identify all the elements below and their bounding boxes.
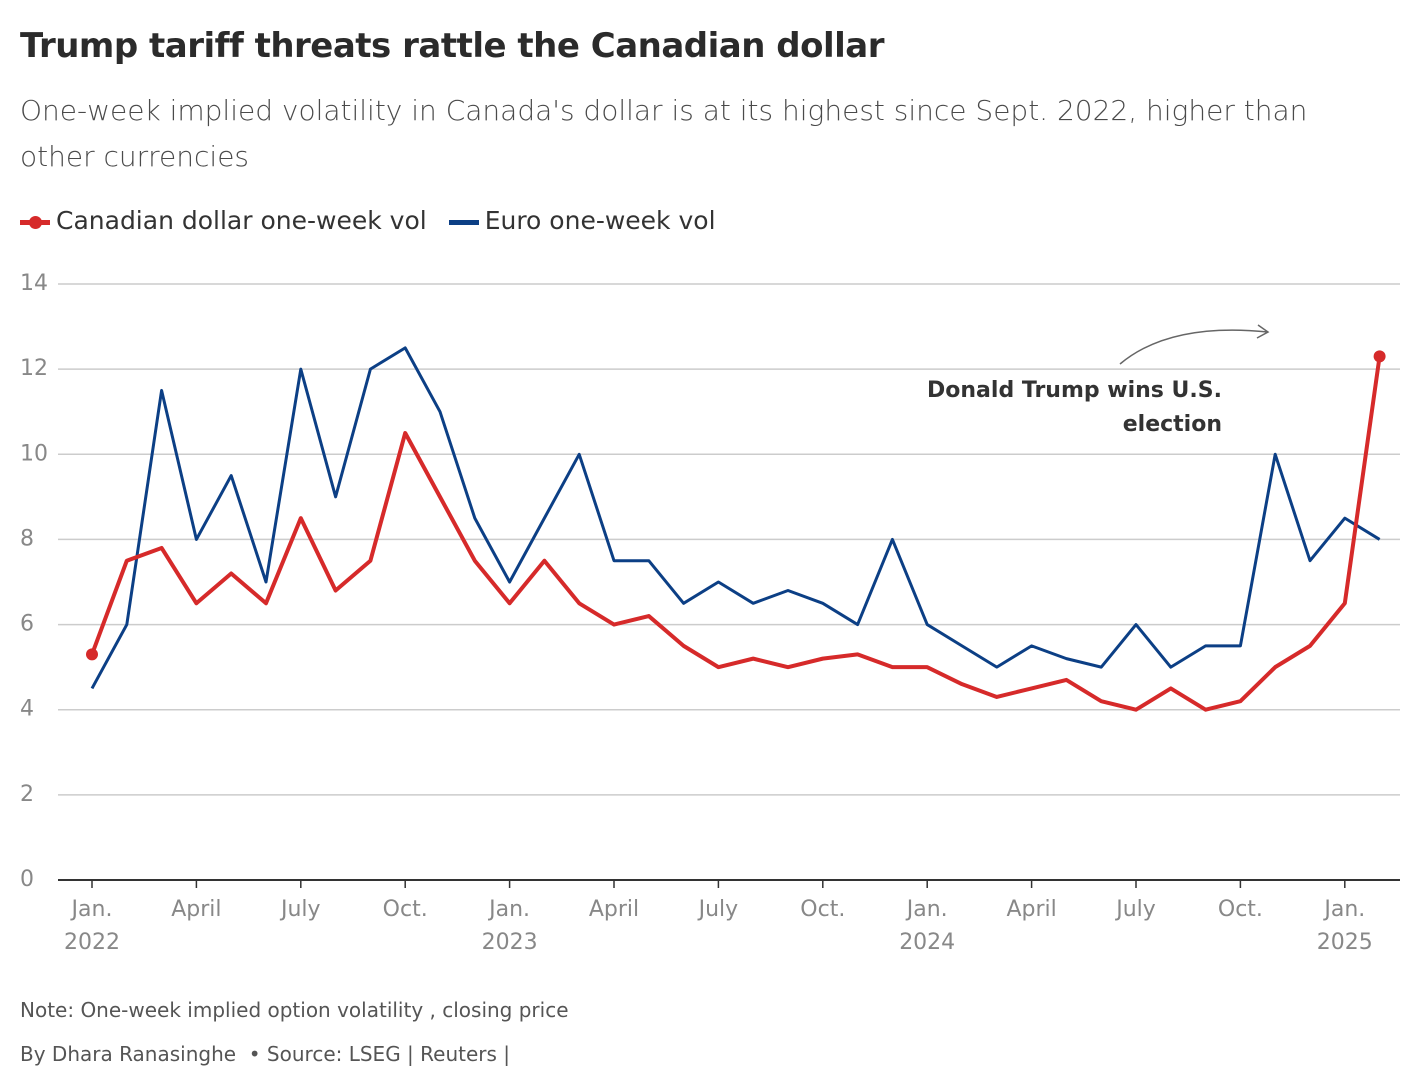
legend: Canadian dollar one-week vol Euro one-we… <box>20 206 716 235</box>
x-tick-year: 2025 <box>1317 930 1373 955</box>
legend-item: Canadian dollar one-week vol <box>20 206 427 235</box>
x-tick-label: April <box>1006 897 1056 922</box>
legend-dot <box>29 215 42 229</box>
x-tick-label: Jan. <box>905 897 948 922</box>
end-dot <box>86 648 98 661</box>
x-tick-year: 2024 <box>899 930 955 955</box>
legend-item: Euro one-week vol <box>448 206 716 235</box>
x-tick-label: April <box>589 897 639 922</box>
x-tick-label: Oct. <box>1218 897 1263 922</box>
y-tick-label: 6 <box>20 612 34 637</box>
arrow-head <box>1256 324 1270 339</box>
y-tick-label: 4 <box>20 697 34 722</box>
x-tick-label: April <box>171 897 221 922</box>
footer: By Dhara Ranasinghe • Source: LSEG | Reu… <box>20 1042 510 1066</box>
chart-subtitle: One-week implied volatility in Canada's … <box>20 94 1308 173</box>
x-tick-label: July <box>1114 897 1156 922</box>
y-tick-label: 14 <box>20 271 48 296</box>
x-tick-year: 2022 <box>64 930 120 955</box>
y-tick-label: 8 <box>20 526 34 551</box>
x-tick-label: Jan. <box>487 897 530 922</box>
annotation-arrow <box>1119 329 1269 365</box>
legend-label: Canadian dollar one-week vol <box>56 206 427 235</box>
legend-label: Euro one-week vol <box>484 206 716 235</box>
x-tick-label: Oct. <box>800 897 845 922</box>
annotation: Donald Trump wins U.S. election <box>927 378 1222 437</box>
x-tick-year: 2023 <box>482 930 538 955</box>
y-tick-label: 0 <box>20 867 34 892</box>
legend-swatch <box>448 219 479 225</box>
x-tick-label: Oct. <box>383 897 428 922</box>
x-tick-label: Jan. <box>70 897 113 922</box>
series-line <box>90 356 1382 712</box>
y-tick-label: 2 <box>20 782 34 807</box>
series-line <box>90 346 1381 690</box>
x-tick-label: July <box>697 897 739 922</box>
source: • Source: LSEG | Reuters | <box>248 1042 511 1066</box>
chart-title: Trump tariff threats rattle the Canadian… <box>20 26 885 66</box>
byline: By Dhara Ranasinghe <box>20 1042 237 1066</box>
x-tick-label: July <box>279 897 321 922</box>
y-tick-label: 10 <box>20 441 48 466</box>
note: Note: One-week implied option volatility… <box>20 998 569 1022</box>
y-tick-label: 12 <box>20 356 48 381</box>
legend-swatch <box>20 215 50 229</box>
x-tick-label: Jan. <box>1322 897 1365 922</box>
end-dot <box>1373 350 1386 363</box>
